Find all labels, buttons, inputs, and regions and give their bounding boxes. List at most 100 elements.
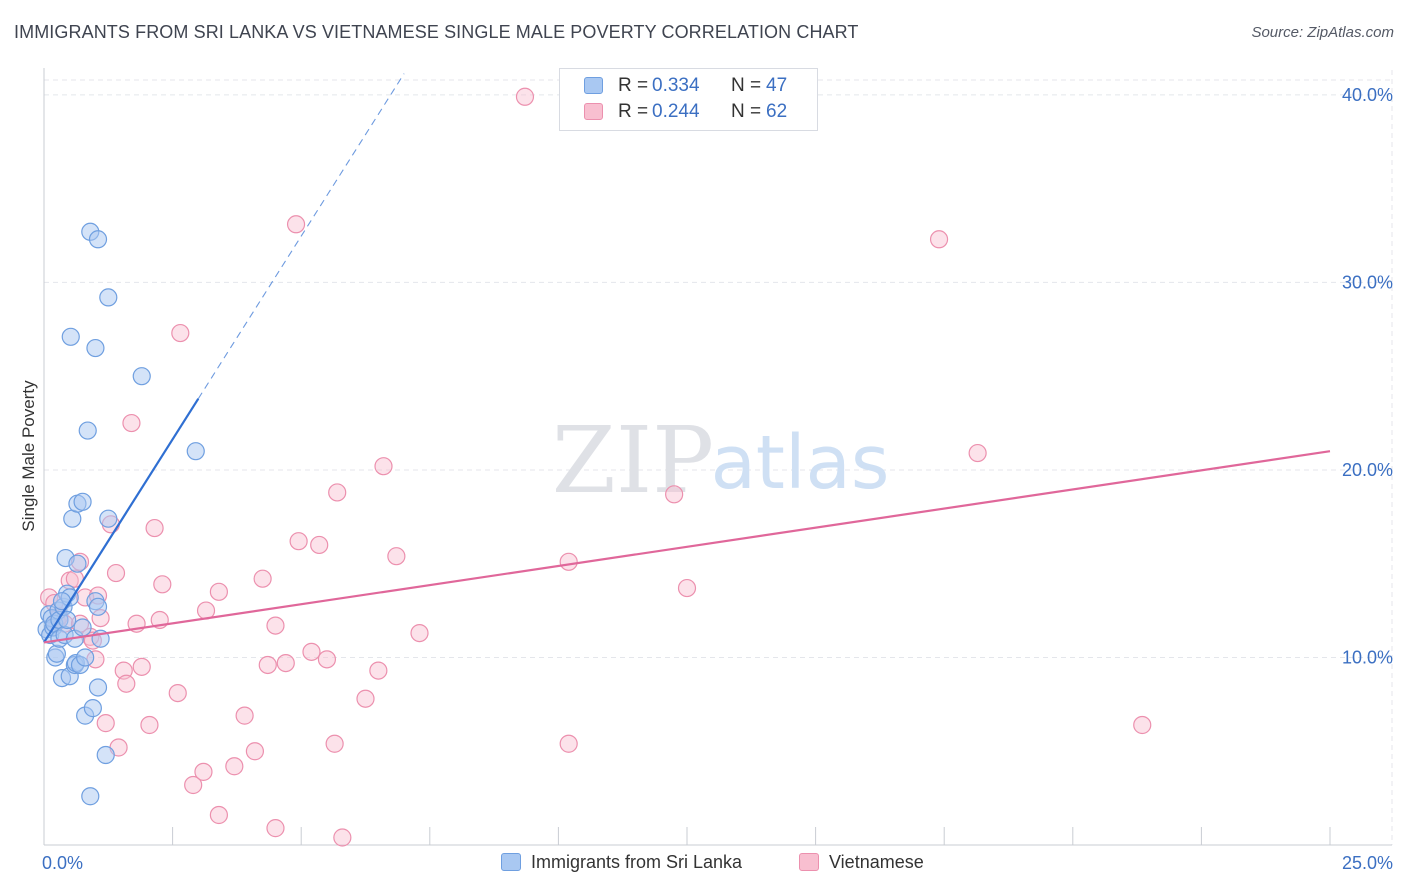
legend-item-vietnamese[interactable]: Vietnamese: [799, 852, 924, 873]
point-sri-lanka: [61, 327, 80, 346]
point-sri-lanka: [99, 509, 118, 528]
watermark: ZIP atlas: [552, 407, 890, 514]
point-vietnamese: [356, 689, 375, 708]
point-vietnamese: [168, 684, 187, 703]
legend-item-sri-lanka[interactable]: Immigrants from Sri Lanka: [501, 852, 742, 873]
point-vietnamese: [665, 485, 684, 504]
point-vietnamese: [266, 616, 285, 635]
legend-n-label: N =: [731, 75, 762, 96]
point-vietnamese: [194, 762, 213, 781]
point-vietnamese: [122, 413, 141, 433]
point-vietnamese: [310, 535, 329, 555]
legend-r-value: 0.244: [652, 101, 700, 122]
point-sri-lanka: [88, 678, 108, 697]
chart-title: IMMIGRANTS FROM SRI LANKA VS VIETNAMESE …: [14, 22, 859, 42]
point-vietnamese: [266, 819, 285, 838]
point-vietnamese: [235, 706, 254, 725]
trend-line-sri-lanka-extension: [197, 73, 405, 399]
point-vietnamese: [559, 552, 578, 571]
series-legend: Immigrants from Sri Lanka Vietnamese: [0, 852, 1406, 878]
point-vietnamese: [289, 532, 308, 551]
point-vietnamese: [410, 623, 429, 643]
point-sri-lanka: [186, 442, 205, 461]
point-vietnamese: [132, 657, 151, 676]
point-vietnamese: [253, 569, 272, 588]
y-tick-label: 40.0%: [1342, 85, 1393, 105]
y-tick-label: 30.0%: [1342, 272, 1393, 292]
x-tick-label-min: 0.0%: [42, 853, 83, 873]
point-sri-lanka: [52, 592, 72, 611]
point-vietnamese: [317, 650, 337, 669]
grid-lines: [44, 70, 1393, 845]
correlation-legend: R = 0.334 N = 47 R = 0.244 N = 62: [559, 68, 818, 131]
y-axis-label: Single Male Poverty: [19, 380, 38, 532]
source-label: Source: ZipAtlas.com: [1251, 24, 1394, 41]
point-vietnamese: [225, 757, 244, 776]
x-tick-label-max: 25.0%: [1342, 853, 1393, 873]
point-vietnamese: [369, 661, 388, 680]
point-vietnamese: [328, 483, 347, 502]
legend-n-value: 62: [766, 101, 788, 122]
point-sri-lanka: [76, 648, 95, 667]
point-vietnamese: [302, 642, 321, 661]
tick-labels: 10.0% 20.0% 30.0% 40.0% 0.0% 25.0%: [42, 85, 1393, 873]
axes: [43, 68, 1392, 846]
point-vietnamese: [968, 443, 987, 463]
point-sri-lanka: [73, 618, 92, 637]
point-vietnamese: [325, 734, 344, 753]
point-vietnamese: [184, 775, 203, 795]
trend-lines: [43, 73, 1331, 644]
trend-line-vietnamese: [43, 450, 1331, 644]
point-sri-lanka: [73, 492, 92, 511]
y-tick-label: 20.0%: [1342, 460, 1393, 480]
point-sri-lanka: [96, 745, 115, 765]
point-sri-lanka: [47, 644, 66, 663]
watermark-atlas: atlas: [711, 420, 890, 506]
point-vietnamese: [1133, 715, 1152, 735]
point-vietnamese: [559, 734, 578, 753]
point-sri-lanka: [86, 338, 105, 358]
point-vietnamese: [374, 457, 393, 476]
legend-swatch-sri-lanka: [501, 853, 521, 871]
point-vietnamese: [171, 323, 190, 343]
point-vietnamese: [387, 547, 406, 566]
series-vietnamese-points: [40, 87, 1152, 847]
series-sri-lanka-points: [37, 222, 205, 806]
point-vietnamese: [153, 575, 172, 594]
point-vietnamese: [276, 653, 295, 673]
point-sri-lanka: [78, 421, 97, 440]
point-vietnamese: [96, 714, 115, 733]
legend-label-sri-lanka: Immigrants from Sri Lanka: [531, 852, 743, 872]
point-vietnamese: [117, 674, 136, 693]
point-vietnamese: [333, 828, 352, 847]
y-tick-label: 10.0%: [1342, 647, 1393, 667]
legend-n-value: 47: [766, 75, 788, 96]
legend-swatch-vietnamese: [799, 853, 819, 871]
legend-swatch-vietnamese: [584, 103, 603, 120]
point-sri-lanka: [83, 699, 102, 718]
trend-line-sri-lanka: [43, 398, 200, 644]
legend-n-label: N =: [731, 101, 762, 122]
legend-r-label: R =: [618, 75, 649, 96]
point-sri-lanka: [88, 597, 108, 616]
point-vietnamese: [245, 742, 265, 761]
point-vietnamese: [140, 715, 159, 735]
legend-swatch-sri-lanka: [584, 77, 603, 94]
point-vietnamese: [145, 518, 164, 538]
legend-r-label: R =: [618, 101, 649, 122]
point-sri-lanka: [81, 787, 100, 806]
point-vietnamese: [209, 582, 228, 601]
point-vietnamese: [258, 655, 277, 675]
point-sri-lanka: [68, 554, 87, 573]
legend-label-vietnamese: Vietnamese: [829, 852, 924, 872]
point-vietnamese: [677, 578, 697, 598]
point-vietnamese: [106, 563, 126, 583]
point-vietnamese: [209, 805, 228, 825]
point-sri-lanka: [99, 288, 118, 307]
point-sri-lanka: [88, 230, 108, 249]
watermark-zip: ZIP: [552, 407, 714, 514]
legend-r-value: 0.334: [652, 75, 700, 96]
point-sri-lanka: [132, 367, 151, 386]
point-vietnamese: [286, 215, 306, 234]
